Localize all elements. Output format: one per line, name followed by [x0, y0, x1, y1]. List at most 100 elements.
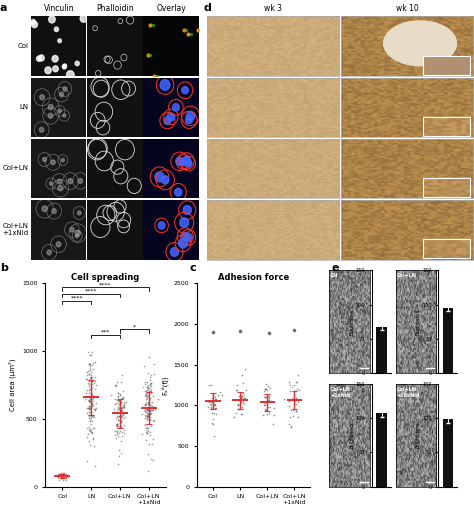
Point	[89, 412, 97, 420]
Point	[91, 372, 99, 381]
Point	[138, 410, 146, 418]
Point	[116, 419, 124, 427]
Point	[86, 359, 93, 368]
Point	[286, 381, 294, 389]
Point	[239, 379, 247, 387]
Point	[149, 435, 156, 443]
Circle shape	[49, 16, 55, 23]
Point	[148, 440, 156, 449]
Circle shape	[180, 218, 189, 228]
Point	[90, 413, 98, 421]
Point	[289, 394, 297, 402]
Point	[143, 409, 150, 417]
Circle shape	[80, 15, 87, 22]
Point	[266, 384, 274, 392]
Point	[146, 407, 154, 415]
Point	[117, 423, 125, 431]
Point	[116, 396, 123, 404]
Circle shape	[53, 66, 58, 72]
Point	[211, 404, 219, 412]
Point	[149, 406, 156, 415]
Point	[87, 367, 95, 375]
Point	[86, 395, 93, 403]
Text: Col+LN
+1xNid: Col+LN +1xNid	[331, 387, 351, 398]
Point	[147, 422, 155, 431]
Point	[87, 391, 95, 400]
Point	[91, 377, 99, 385]
Point	[290, 400, 297, 408]
Point	[83, 409, 91, 417]
Point	[143, 398, 150, 406]
Point	[289, 405, 296, 414]
Point	[142, 405, 150, 413]
Point	[114, 389, 121, 397]
Point	[143, 408, 150, 416]
Point	[292, 400, 300, 408]
Point	[145, 409, 153, 417]
Point	[147, 387, 155, 396]
Circle shape	[57, 179, 62, 184]
Circle shape	[171, 248, 179, 256]
Point	[285, 420, 292, 428]
Text: *: *	[133, 324, 136, 329]
Point	[260, 387, 268, 395]
Point	[84, 348, 91, 356]
Point	[143, 395, 150, 403]
Point	[54, 473, 61, 482]
Point	[89, 434, 97, 442]
Point	[87, 392, 94, 401]
Point	[264, 403, 272, 411]
Point	[90, 379, 97, 387]
Point	[144, 409, 152, 418]
Point	[237, 327, 244, 335]
Point	[292, 394, 300, 402]
Point	[120, 401, 128, 409]
Point	[88, 376, 95, 385]
Point	[288, 422, 295, 431]
Point	[211, 401, 219, 409]
Point	[85, 391, 93, 400]
Point	[208, 404, 215, 412]
Point	[83, 457, 91, 465]
Point	[120, 426, 128, 434]
Circle shape	[49, 182, 53, 185]
Point	[144, 450, 151, 458]
Point	[142, 386, 149, 394]
Circle shape	[55, 27, 58, 31]
Point	[83, 424, 91, 433]
Text: Col+LN
+10xNid: Col+LN +10xNid	[397, 387, 420, 398]
Point	[146, 428, 154, 436]
Point	[60, 473, 67, 481]
Point	[114, 420, 121, 428]
Circle shape	[51, 160, 55, 165]
Point	[113, 420, 121, 428]
Circle shape	[63, 114, 66, 117]
Point	[91, 405, 99, 413]
Point	[83, 386, 91, 394]
Point	[210, 420, 217, 428]
Point	[239, 398, 246, 406]
Point	[144, 427, 152, 435]
Point	[89, 430, 96, 438]
Point	[141, 400, 149, 408]
Point	[144, 406, 152, 414]
Circle shape	[45, 67, 51, 74]
Point	[84, 430, 92, 438]
Point	[260, 398, 267, 406]
Point	[63, 473, 70, 481]
Text: Col+LN: Col+LN	[2, 165, 28, 171]
Point	[87, 408, 94, 416]
Point	[86, 404, 94, 413]
Point	[83, 368, 91, 376]
Point	[209, 400, 216, 408]
Point	[92, 404, 100, 412]
Point	[211, 400, 219, 408]
Point	[210, 415, 217, 423]
Point	[292, 377, 300, 386]
Point	[145, 369, 152, 377]
Point	[144, 391, 151, 400]
Point	[82, 375, 90, 383]
Point	[85, 359, 93, 368]
Point	[206, 400, 214, 408]
Point	[118, 408, 126, 416]
